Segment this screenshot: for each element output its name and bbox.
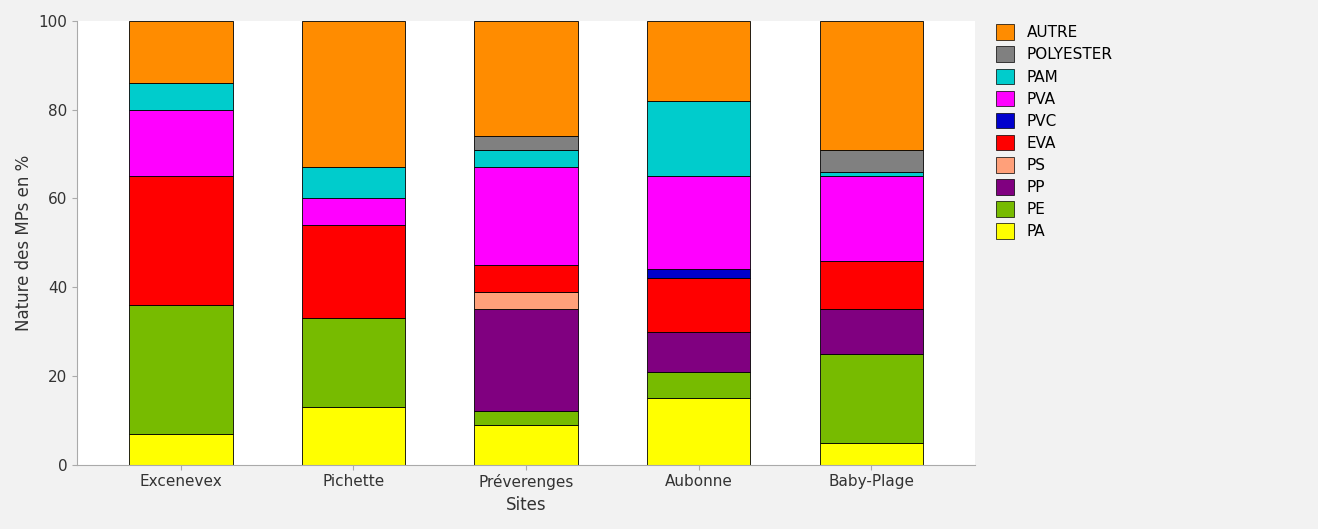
Bar bbox=[302, 198, 405, 225]
Bar bbox=[302, 225, 405, 318]
Bar bbox=[820, 443, 923, 464]
Bar bbox=[474, 291, 577, 309]
Bar bbox=[474, 150, 577, 167]
Bar bbox=[302, 407, 405, 464]
Bar bbox=[647, 21, 750, 101]
Bar bbox=[302, 318, 405, 407]
Bar bbox=[474, 21, 577, 136]
Bar bbox=[129, 83, 232, 110]
X-axis label: Sites: Sites bbox=[506, 496, 547, 514]
Bar bbox=[474, 136, 577, 150]
Bar bbox=[647, 176, 750, 269]
Bar bbox=[647, 278, 750, 332]
Bar bbox=[474, 167, 577, 265]
Bar bbox=[474, 309, 577, 412]
Bar bbox=[647, 371, 750, 398]
Bar bbox=[820, 354, 923, 443]
Bar bbox=[647, 101, 750, 176]
Bar bbox=[129, 176, 232, 305]
Bar bbox=[474, 425, 577, 464]
Bar bbox=[647, 398, 750, 464]
Bar bbox=[820, 21, 923, 150]
Bar bbox=[647, 332, 750, 371]
Bar bbox=[129, 305, 232, 434]
Bar bbox=[820, 261, 923, 309]
Bar bbox=[302, 21, 405, 167]
Bar bbox=[647, 269, 750, 278]
Legend: AUTRE, POLYESTER, PAM, PVA, PVC, EVA, PS, PP, PE, PA: AUTRE, POLYESTER, PAM, PVA, PVC, EVA, PS… bbox=[991, 20, 1118, 244]
Bar bbox=[302, 167, 405, 198]
Bar bbox=[820, 150, 923, 172]
Bar bbox=[129, 434, 232, 464]
Y-axis label: Nature des MPs en %: Nature des MPs en % bbox=[14, 155, 33, 331]
Bar bbox=[129, 21, 232, 83]
Bar bbox=[474, 412, 577, 425]
Bar bbox=[474, 265, 577, 291]
Bar bbox=[820, 172, 923, 176]
Bar bbox=[820, 176, 923, 261]
Bar bbox=[129, 110, 232, 176]
Bar bbox=[820, 309, 923, 354]
